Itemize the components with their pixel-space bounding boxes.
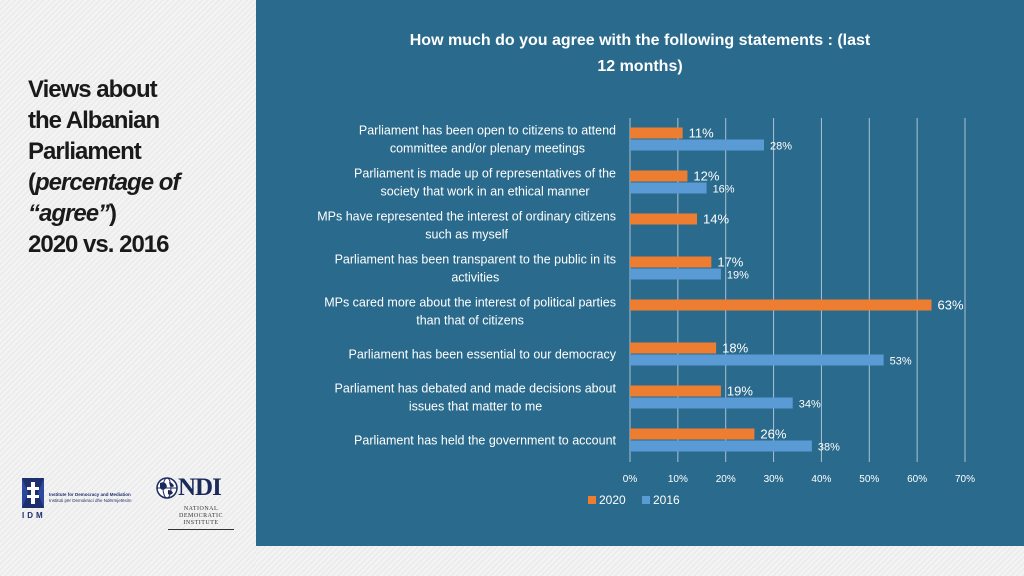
x-tick-label-5: 50%: [859, 474, 879, 485]
title-paren-open: (: [28, 169, 36, 196]
category-label-1-line-1: society that work in an ethical manner: [380, 185, 589, 199]
idm-name-albanian: Instituti për Demokraci dhe Ndërmjetësim: [49, 498, 132, 503]
data-label-2020-5: 18%: [722, 341, 748, 356]
ndi-wordmark: NDI: [178, 474, 222, 501]
bar-2020-0: [630, 127, 683, 139]
bar-2016-0: [630, 139, 764, 151]
category-label-6-line-0: Parliament has debated and made decision…: [335, 382, 617, 396]
idm-emblem-icon: [22, 478, 44, 508]
ndi-underline: [168, 529, 234, 530]
chart-title: How much do you agree with the following…: [256, 28, 1024, 80]
title-line-3: Parliament: [28, 138, 142, 165]
idm-logo: IDM Institute for Democracy and Mediatio…: [22, 478, 132, 522]
chart-panel: How much do you agree with the following…: [256, 0, 1024, 546]
category-label-6-line-1: issues that matter to me: [409, 400, 542, 414]
bar-2020-7: [630, 428, 755, 440]
bar-2020-3: [630, 256, 712, 268]
bar-2020-1: [630, 170, 688, 182]
category-label-4-line-1: than that of citizens: [416, 314, 524, 328]
data-label-2016-7: 38%: [818, 442, 840, 454]
category-label-2-line-0: MPs have represented the interest of ord…: [317, 210, 616, 224]
category-label-2-line-1: such as myself: [425, 228, 508, 242]
bar-2020-2: [630, 213, 697, 225]
title-italic-percentage: percentage of: [35, 169, 180, 196]
title-line-1: Views about: [28, 76, 158, 103]
title-italic-agree: “agree”: [28, 200, 110, 227]
bar-2016-3: [630, 268, 721, 280]
bar-2016-5: [630, 354, 884, 366]
category-label-1-line-0: Parliament is made up of representatives…: [354, 167, 616, 181]
category-label-3-line-1: activities: [451, 271, 499, 285]
ndi-line-institute: INSTITUTE: [183, 520, 219, 526]
title-line-2: the Albanian: [28, 107, 160, 134]
chart-title-line-2: 12 months): [597, 58, 683, 75]
x-tick-label-2: 20%: [716, 474, 736, 485]
legend-swatch-2016: [642, 496, 650, 504]
x-tick-label-1: 10%: [668, 474, 688, 485]
chart-title-line-1: How much do you agree with the following…: [409, 32, 871, 49]
data-label-2016-5: 53%: [890, 356, 912, 368]
slide-title: Views about the Albanian Parliament (per…: [28, 74, 248, 260]
x-tick-label-3: 30%: [764, 474, 784, 485]
data-label-2020-6: 19%: [727, 384, 753, 399]
data-label-2020-3: 17%: [717, 255, 743, 270]
category-label-5-line-0: Parliament has been essential to our dem…: [348, 348, 616, 362]
category-label-7-line-0: Parliament has held the government to ac…: [354, 434, 616, 448]
data-label-2016-1: 16%: [713, 184, 735, 196]
x-tick-label-4: 40%: [811, 474, 831, 485]
legend-swatch-2020: [588, 496, 596, 504]
category-label-4-line-0: MPs cared more about the interest of pol…: [324, 296, 616, 310]
category-label-0-line-0: Parliament has been open to citizens to …: [359, 124, 616, 138]
category-label-3-line-0: Parliament has been transparent to the p…: [335, 253, 616, 267]
globe-icon: [156, 477, 178, 499]
data-label-2020-4: 63%: [938, 298, 964, 313]
idm-name-english: Institute for Democracy and Mediation: [49, 492, 131, 497]
data-label-2016-6: 34%: [799, 399, 821, 411]
ndi-logo: NDI NATIONAL DEMOCRATIC INSTITUTE: [156, 474, 246, 534]
data-label-2016-3: 19%: [727, 270, 749, 282]
data-label-2016-0: 28%: [770, 141, 792, 153]
bottom-strip: [256, 546, 1024, 576]
title-line-6: 2020 vs. 2016: [28, 231, 169, 258]
title-paren-close: ): [109, 200, 117, 227]
legend-label-2020: 2020: [599, 493, 626, 507]
bar-2016-6: [630, 397, 793, 409]
legend-label-2016: 2016: [653, 493, 680, 507]
bar-2020-4: [630, 299, 932, 311]
ndi-line-national: NATIONAL: [183, 506, 219, 512]
x-tick-label-0: 0%: [623, 474, 638, 485]
data-label-2020-1: 12%: [693, 169, 719, 184]
bar-chart: 0% 10% 20% 30% 40% 50% 60% 70% Parliament has be…: [317, 118, 975, 507]
ndi-line-democratic: DEMOCRATIC: [178, 513, 223, 519]
data-label-2020-2: 14%: [703, 212, 729, 227]
title-line-4: (percentage of: [28, 167, 248, 198]
bar-2020-6: [630, 385, 721, 397]
bar-2016-1: [630, 182, 707, 194]
title-line-5: “agree”): [28, 198, 248, 229]
ndi-full-name: NATIONAL DEMOCRATIC INSTITUTE: [166, 506, 236, 527]
x-tick-label-6: 60%: [907, 474, 927, 485]
left-panel: Views about the Albanian Parliament (per…: [0, 0, 256, 576]
bar-2016-7: [630, 440, 812, 452]
idm-abbreviation: IDM: [22, 511, 46, 520]
bar-2020-5: [630, 342, 717, 354]
data-label-2020-0: 11%: [689, 126, 714, 141]
data-label-2020-7: 26%: [760, 427, 786, 442]
x-tick-label-7: 70%: [955, 474, 975, 485]
category-label-0-line-1: committee and/or plenary meetings: [390, 142, 585, 156]
